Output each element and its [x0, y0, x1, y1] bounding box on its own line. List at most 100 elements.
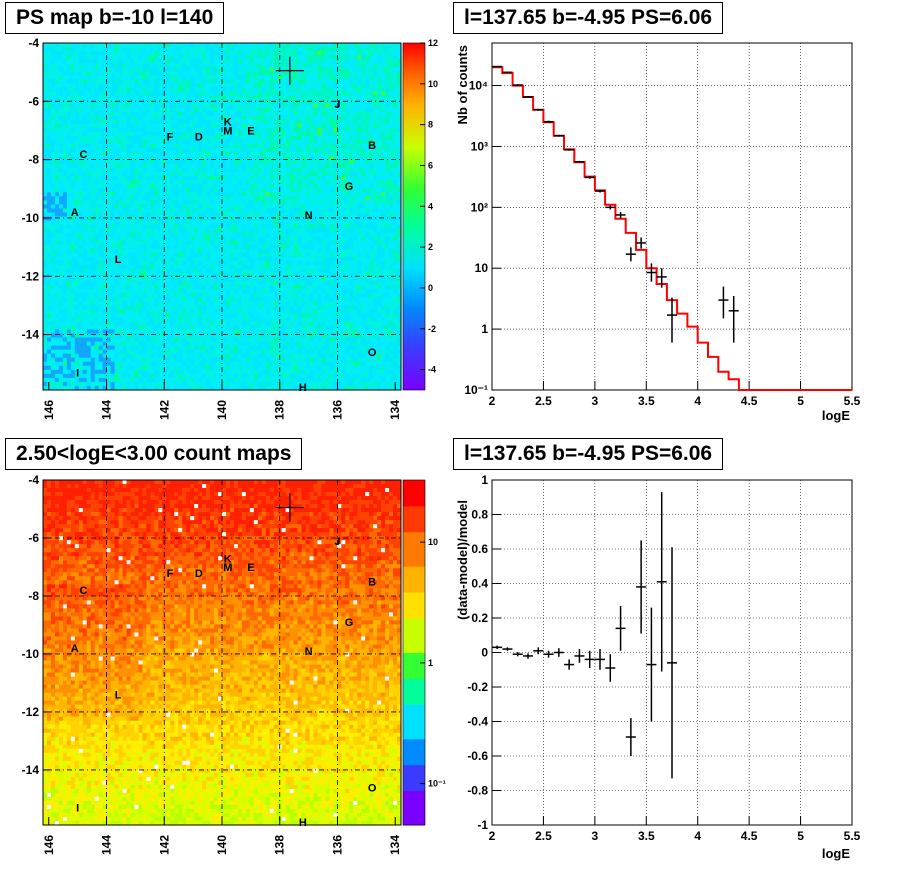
map-cell: [46, 55, 52, 60]
map-cell: [265, 204, 271, 209]
map-cell: [122, 232, 127, 238]
map-cell: [222, 59, 227, 64]
map-cell: [229, 151, 235, 157]
map-cell: [58, 172, 64, 177]
map-cell: [154, 192, 159, 197]
map-cell: [345, 192, 350, 197]
map-cell: [325, 240, 330, 246]
map-cell: [158, 131, 163, 137]
map-cell: [249, 143, 255, 149]
map-cell: [377, 188, 382, 193]
map-cell: [58, 91, 64, 96]
map-cell: [214, 91, 219, 96]
map-cell: [301, 184, 306, 189]
map-cell: [389, 252, 394, 258]
map-cell: [357, 168, 362, 173]
map-cell: [393, 91, 398, 96]
map-cell: [130, 220, 135, 225]
map-cell: [289, 196, 294, 201]
map-cell: [46, 188, 52, 193]
map-cell: [357, 192, 362, 197]
map-cell: [285, 47, 290, 52]
map-cell: [190, 115, 195, 121]
map-cell: [130, 95, 135, 100]
map-cell: [106, 160, 111, 165]
map-cell: [357, 107, 362, 112]
map-cell: [146, 75, 151, 80]
map-cell: [154, 184, 159, 189]
map-cell: [397, 252, 402, 258]
map-cell: [222, 192, 227, 197]
map-cell: [313, 103, 318, 108]
map-cell: [206, 212, 211, 217]
map-cell: [70, 107, 76, 112]
map-cell: [345, 240, 350, 246]
map-cell: [253, 176, 259, 181]
map-cell: [373, 260, 378, 266]
map-cell: [261, 123, 267, 129]
map-cell: [134, 212, 139, 217]
map-cell: [337, 172, 342, 177]
map-cell: [170, 119, 175, 125]
map-cell: [233, 91, 239, 96]
map-cell: [134, 240, 139, 246]
map-cell: [182, 184, 187, 189]
map-cell: [373, 196, 378, 201]
map-cell: [210, 59, 215, 64]
map-cell: [269, 204, 275, 209]
map-cell: [122, 260, 127, 266]
map-cell: [198, 59, 203, 64]
map-cell: [357, 71, 362, 76]
map-cell: [229, 236, 235, 242]
map-cell: [146, 260, 151, 266]
map-cell: [46, 164, 52, 169]
map-cell: [345, 43, 350, 48]
map-cell: [110, 91, 115, 96]
map-cell: [98, 188, 104, 193]
map-cell: [313, 164, 318, 169]
map-cell: [214, 63, 219, 68]
map-cell: [229, 208, 235, 213]
map-cell: [110, 184, 115, 189]
map-cell: [277, 184, 283, 189]
map-cell: [273, 59, 279, 64]
map-cell: [285, 212, 290, 217]
map-cell: [225, 51, 231, 56]
map-cell: [86, 224, 92, 229]
map-cell: [321, 71, 326, 76]
map-cell: [142, 79, 147, 84]
map-cell: [138, 252, 143, 258]
map-cell: [301, 151, 306, 157]
map-cell: [106, 196, 111, 201]
map-cell: [325, 220, 330, 225]
map-cell: [273, 232, 279, 238]
map-cell: [134, 216, 139, 221]
map-cell: [321, 252, 326, 258]
map-cell: [102, 220, 107, 225]
map-cell: [249, 192, 255, 197]
map-cell: [114, 59, 119, 64]
map-cell: [289, 59, 294, 64]
map-cell: [54, 143, 60, 149]
map-cell: [210, 143, 215, 149]
map-cell: [361, 127, 366, 133]
map-cell: [233, 111, 239, 116]
map-cell: [114, 103, 119, 108]
map-cell: [214, 204, 219, 209]
map-cell: [43, 184, 48, 189]
map-cell: [253, 208, 259, 213]
map-cell: [106, 99, 111, 104]
map-cell: [222, 147, 227, 153]
map-cell: [66, 164, 72, 169]
map-cell: [353, 160, 358, 165]
map-cell: [74, 155, 80, 161]
map-cell: [206, 224, 211, 229]
map-cell: [130, 83, 135, 88]
map-cell: [377, 204, 382, 209]
map-cell: [130, 151, 135, 157]
map-cell: [325, 111, 330, 116]
map-cell: [377, 79, 382, 84]
map-cell: [365, 79, 370, 84]
map-cell: [333, 123, 338, 129]
map-cell: [70, 172, 76, 177]
